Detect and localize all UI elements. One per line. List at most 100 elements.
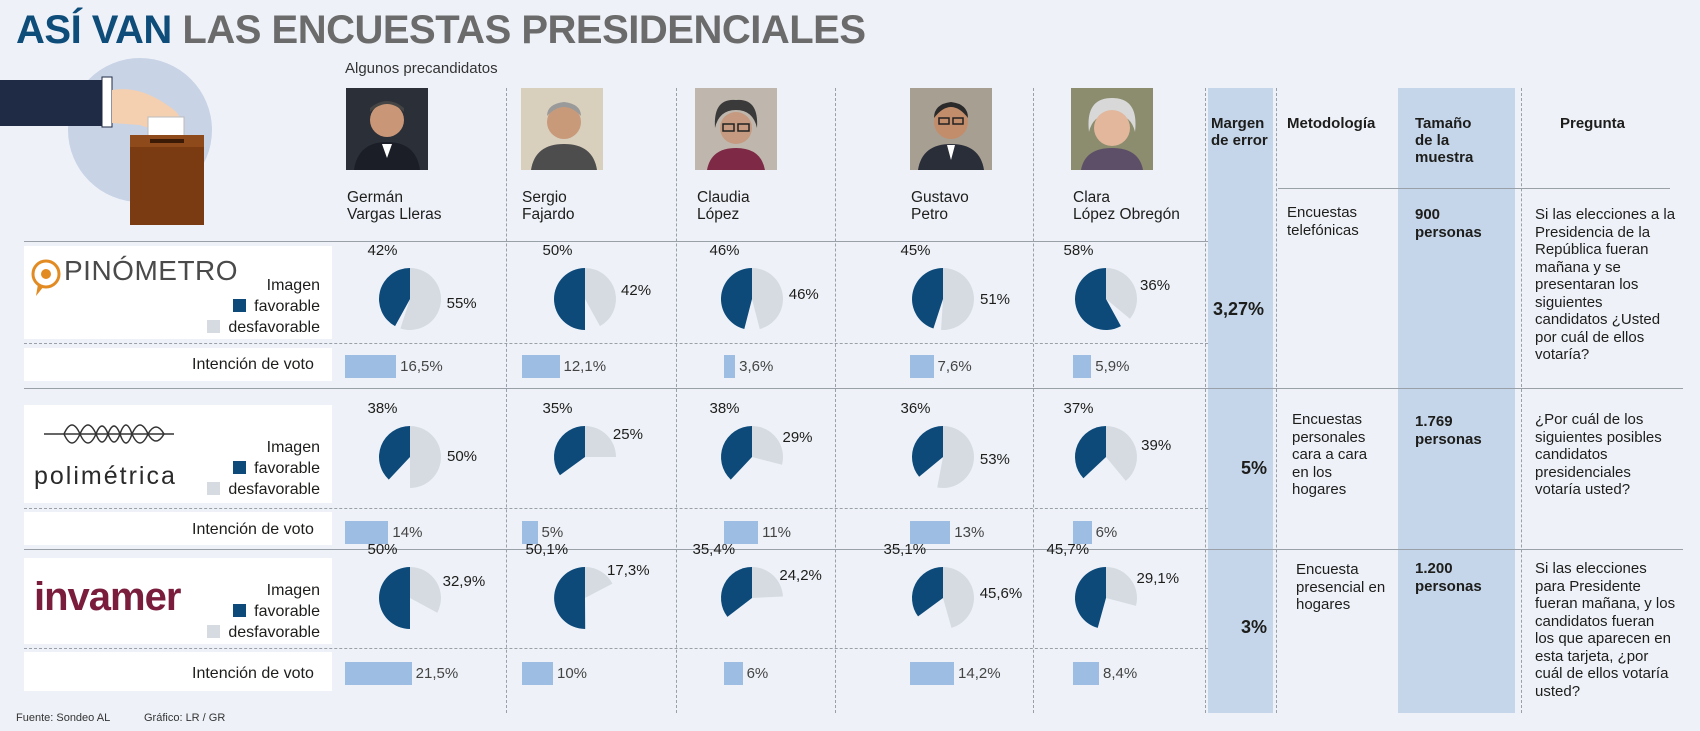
pie-slice-unfavorable <box>752 426 784 465</box>
legend: Imagen favorable desfavorable <box>205 275 320 338</box>
pollster-box <box>24 405 332 503</box>
pie-slice-favorable <box>554 268 585 330</box>
polimetrica-logo-wave <box>44 424 174 444</box>
favorable-label: 58% <box>1063 242 1094 259</box>
unfavorable-label: 50% <box>447 448 478 465</box>
pie-chart <box>378 426 441 488</box>
pie-slice-favorable <box>378 268 410 327</box>
unfavorable-label: 36% <box>1140 276 1171 294</box>
favorable-label: 50% <box>367 541 398 558</box>
favorable-swatch <box>233 461 247 474</box>
favorable-label: 37% <box>1063 400 1094 417</box>
unfavorable-label: 25% <box>612 426 643 444</box>
separator <box>835 88 836 713</box>
pie-slice-unfavorable <box>1106 268 1138 319</box>
question-text: Si las elecciones a la Presidencia de la R… <box>1535 206 1676 363</box>
subtitle: Algunos precandidatos <box>345 60 498 77</box>
separator <box>1033 88 1034 713</box>
row-rule <box>24 241 1208 242</box>
vote-intent-value: 5% <box>541 524 564 541</box>
candidate-name: Clara López Obregón <box>1073 189 1180 223</box>
ballot-box-illustration <box>0 58 212 225</box>
pie-chart <box>911 426 975 488</box>
pie-chart <box>720 268 784 330</box>
pie-slice-favorable <box>554 426 585 476</box>
favorable-label: 50,1% <box>525 541 569 558</box>
pie-chart <box>379 567 441 629</box>
favorable-swatch <box>233 299 247 312</box>
row-dashed-rule <box>24 648 1208 649</box>
vote-intent-bar <box>724 355 736 378</box>
pie-chart <box>554 268 617 330</box>
candidate-name: Germán Vargas Lleras <box>347 189 442 223</box>
row-dashed-rule <box>24 343 1208 344</box>
candidate-photo-lopez-obregon <box>1071 88 1153 170</box>
vote-intent-bar <box>522 521 538 544</box>
separator <box>1521 88 1522 713</box>
vote-intent-bar <box>724 521 759 544</box>
title-part2: LAS ENCUESTAS PRESIDENCIALES <box>182 8 866 52</box>
vote-intent-value: 12,1% <box>563 358 607 375</box>
vote-intent-label: Intención de voto <box>192 665 314 682</box>
header-rule <box>1278 188 1670 189</box>
pinometro-logo: PINÓMETRO <box>64 255 239 286</box>
vote-intent-bar <box>1073 355 1092 378</box>
invamer-logo: invamer <box>34 575 181 619</box>
pie-slice-favorable <box>721 567 752 617</box>
favorable-label: 46% <box>709 242 740 259</box>
favorable-label: 50% <box>542 242 573 259</box>
pie-slice-favorable <box>720 426 752 480</box>
favorable-label: 45,7% <box>1046 541 1090 558</box>
vote-intent-bar <box>910 355 934 378</box>
question-header: Pregunta <box>1560 115 1626 132</box>
vote-intent-value: 7,6% <box>937 358 972 375</box>
row-rule <box>24 388 1683 389</box>
vote-intent-value: 5,9% <box>1095 358 1130 375</box>
pollster-box <box>24 246 332 339</box>
vote-intent-bar <box>345 662 412 685</box>
graphic-credit: Gráfico: LR / GR <box>144 712 226 724</box>
vote-intent-bar <box>1073 662 1099 685</box>
pinometro-logo-icon <box>31 259 61 296</box>
unfavorable-label: 32,9% <box>442 573 486 591</box>
separator <box>1205 88 1206 713</box>
unfavorable-label: 51% <box>979 290 1011 308</box>
vote-intent-label: Intención de voto <box>192 356 314 373</box>
vote-intent-bar <box>910 521 951 544</box>
pie-chart <box>720 426 784 480</box>
legend: Imagen favorable desfavorable <box>205 580 320 643</box>
unfavorable-label: 46% <box>788 286 819 304</box>
pie-slice-unfavorable <box>937 426 975 488</box>
sample-text: 1.769 personas <box>1415 413 1482 448</box>
unfavorable-label: 24,2% <box>779 566 822 584</box>
unfavorable-label: 55% <box>446 294 477 312</box>
row-rule <box>24 549 1683 550</box>
unfavorable-swatch <box>207 320 221 333</box>
question-text: Si las elecciones para Presidente fueran m… <box>1535 560 1676 700</box>
favorable-swatch <box>233 604 247 617</box>
unfavorable-label: 45,6% <box>979 584 1023 602</box>
candidate-photo-petro <box>910 88 992 170</box>
candidate-name: Claudia López <box>697 189 750 223</box>
legend: Imagen favorable desfavorable <box>205 437 320 500</box>
unfavorable-label: 42% <box>621 282 652 300</box>
question-text: ¿Por cuál de los siguientes posibles candi… <box>1535 411 1662 498</box>
methodology-header: Metodología <box>1287 115 1376 132</box>
polimetrica-logo: polimétrica <box>34 462 177 490</box>
source-note: Fuente: Sondeo AL <box>16 712 111 724</box>
candidate-name: Sergio Fajardo <box>522 189 575 223</box>
pie-chart <box>912 268 974 330</box>
vote-intent-value: 10% <box>557 665 588 682</box>
vote-intent-bar <box>345 355 397 378</box>
pie-slice-unfavorable <box>410 426 441 488</box>
vote-intent-bar <box>522 662 553 685</box>
unfavorable-label: 29% <box>782 428 813 446</box>
pollster-box <box>24 558 332 644</box>
pollster-box <box>24 512 332 545</box>
pie-slice-unfavorable <box>410 567 441 613</box>
favorable-label: 36% <box>900 400 931 417</box>
pie-slice-favorable <box>912 567 943 617</box>
pie-slice-unfavorable <box>1106 567 1138 606</box>
vote-intent-bar <box>724 662 743 685</box>
